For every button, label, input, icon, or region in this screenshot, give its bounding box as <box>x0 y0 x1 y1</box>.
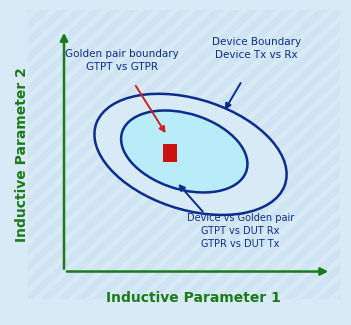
Text: Device Boundary
Device Tx vs Rx: Device Boundary Device Tx vs Rx <box>212 37 301 60</box>
Text: Inductive Parameter 2: Inductive Parameter 2 <box>15 67 29 242</box>
Text: Device vs Golden pair
GTPT vs DUT Rx
GTPR vs DUT Tx: Device vs Golden pair GTPT vs DUT Rx GTP… <box>187 213 294 249</box>
Text: Inductive Parameter 1: Inductive Parameter 1 <box>106 291 281 305</box>
Text: Golden pair boundary
GTPT vs GTPR: Golden pair boundary GTPT vs GTPR <box>65 49 179 72</box>
Ellipse shape <box>94 94 287 215</box>
Bar <box>163 144 177 162</box>
Ellipse shape <box>121 111 247 192</box>
